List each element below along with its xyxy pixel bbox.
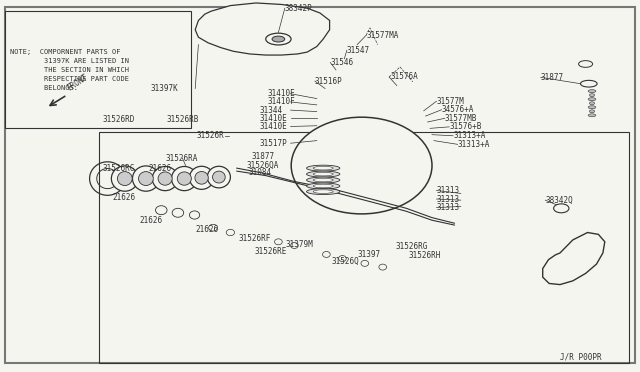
Ellipse shape (177, 172, 191, 185)
Text: 31546: 31546 (330, 58, 353, 67)
Text: 31576+B: 31576+B (449, 122, 482, 131)
Text: 31577M: 31577M (436, 97, 464, 106)
Text: 31577MA: 31577MA (366, 31, 399, 40)
Ellipse shape (588, 114, 596, 117)
Text: 21626: 21626 (196, 225, 219, 234)
Text: 31313+A: 31313+A (453, 131, 486, 140)
Text: 21626: 21626 (140, 216, 163, 225)
Bar (99, 132, 629, 363)
Ellipse shape (152, 167, 178, 191)
Ellipse shape (589, 110, 595, 113)
Text: 31526RC: 31526RC (102, 164, 135, 173)
Ellipse shape (156, 206, 167, 215)
Text: 31526RA: 31526RA (165, 154, 198, 163)
Bar (5, 11, 191, 128)
Ellipse shape (313, 166, 333, 170)
Ellipse shape (588, 98, 596, 101)
Text: 31313: 31313 (436, 195, 460, 203)
Ellipse shape (589, 102, 595, 105)
Ellipse shape (207, 166, 230, 188)
Ellipse shape (588, 106, 596, 109)
Text: 31547: 31547 (347, 46, 370, 55)
Ellipse shape (212, 171, 225, 183)
Text: 38342P: 38342P (285, 4, 312, 13)
Ellipse shape (132, 166, 159, 191)
Ellipse shape (379, 264, 387, 270)
Ellipse shape (117, 171, 132, 186)
Text: 31526Q: 31526Q (332, 257, 359, 266)
Ellipse shape (554, 204, 569, 213)
Text: 31877: 31877 (252, 153, 275, 161)
Text: 31517P: 31517P (259, 139, 287, 148)
Ellipse shape (172, 208, 184, 217)
Ellipse shape (272, 36, 285, 42)
Text: 31576A: 31576A (390, 72, 418, 81)
Ellipse shape (589, 94, 595, 97)
Text: 31397K: 31397K (150, 84, 178, 93)
Text: 31526RF: 31526RF (238, 234, 271, 243)
Ellipse shape (227, 229, 234, 236)
Text: 31526QA: 31526QA (246, 161, 279, 170)
Ellipse shape (209, 224, 218, 231)
Text: 31313+A: 31313+A (458, 140, 490, 149)
Ellipse shape (579, 61, 593, 67)
Ellipse shape (307, 171, 340, 177)
Text: 38342Q: 38342Q (545, 196, 573, 205)
Text: 31379M: 31379M (285, 240, 313, 249)
Text: 31526R: 31526R (196, 131, 224, 140)
Ellipse shape (313, 184, 333, 188)
Text: 31410E: 31410E (268, 89, 295, 98)
Text: 21626: 21626 (148, 164, 172, 173)
Text: 34576+A: 34576+A (442, 105, 474, 114)
Text: 21626: 21626 (112, 193, 135, 202)
Text: FRONT: FRONT (65, 72, 90, 92)
Text: 31877: 31877 (541, 73, 564, 82)
Ellipse shape (275, 239, 282, 245)
Ellipse shape (307, 189, 340, 195)
Ellipse shape (307, 165, 340, 171)
Ellipse shape (195, 171, 208, 184)
Ellipse shape (172, 167, 197, 191)
Ellipse shape (291, 243, 298, 248)
Text: 31084: 31084 (248, 169, 271, 177)
Text: 31410F: 31410F (268, 97, 295, 106)
Ellipse shape (588, 90, 596, 93)
Polygon shape (195, 3, 330, 55)
Text: 31526RD: 31526RD (102, 115, 135, 124)
Ellipse shape (291, 117, 432, 214)
Text: 31313: 31313 (436, 186, 460, 195)
Text: 31577MB: 31577MB (445, 114, 477, 123)
Ellipse shape (307, 177, 340, 183)
Ellipse shape (313, 178, 333, 182)
Ellipse shape (361, 260, 369, 266)
Ellipse shape (307, 183, 340, 189)
Ellipse shape (158, 172, 172, 185)
Ellipse shape (580, 80, 597, 87)
Ellipse shape (313, 190, 333, 193)
Text: 31516P: 31516P (315, 77, 342, 86)
Text: 31526RH: 31526RH (408, 251, 441, 260)
Ellipse shape (339, 256, 346, 262)
Ellipse shape (138, 171, 154, 186)
Ellipse shape (189, 166, 214, 189)
Text: 31526RB: 31526RB (166, 115, 199, 124)
Text: 31526RE: 31526RE (255, 247, 287, 256)
Text: 31397: 31397 (357, 250, 380, 259)
Text: NOTE;  COMPORNENT PARTS OF
        31397K ARE LISTED IN
        THE SECTION IN W: NOTE; COMPORNENT PARTS OF 31397K ARE LIS… (10, 49, 129, 91)
Polygon shape (543, 232, 605, 285)
Text: 31410E: 31410E (259, 114, 287, 123)
Text: 31344: 31344 (259, 106, 282, 115)
Ellipse shape (323, 251, 330, 257)
Ellipse shape (266, 33, 291, 45)
Ellipse shape (313, 172, 333, 176)
Text: 31526RG: 31526RG (396, 242, 428, 251)
Text: J/R P00PR: J/R P00PR (560, 353, 602, 362)
Ellipse shape (111, 166, 138, 191)
Text: 31410E: 31410E (259, 122, 287, 131)
Text: 31313: 31313 (436, 203, 460, 212)
Ellipse shape (189, 211, 200, 219)
